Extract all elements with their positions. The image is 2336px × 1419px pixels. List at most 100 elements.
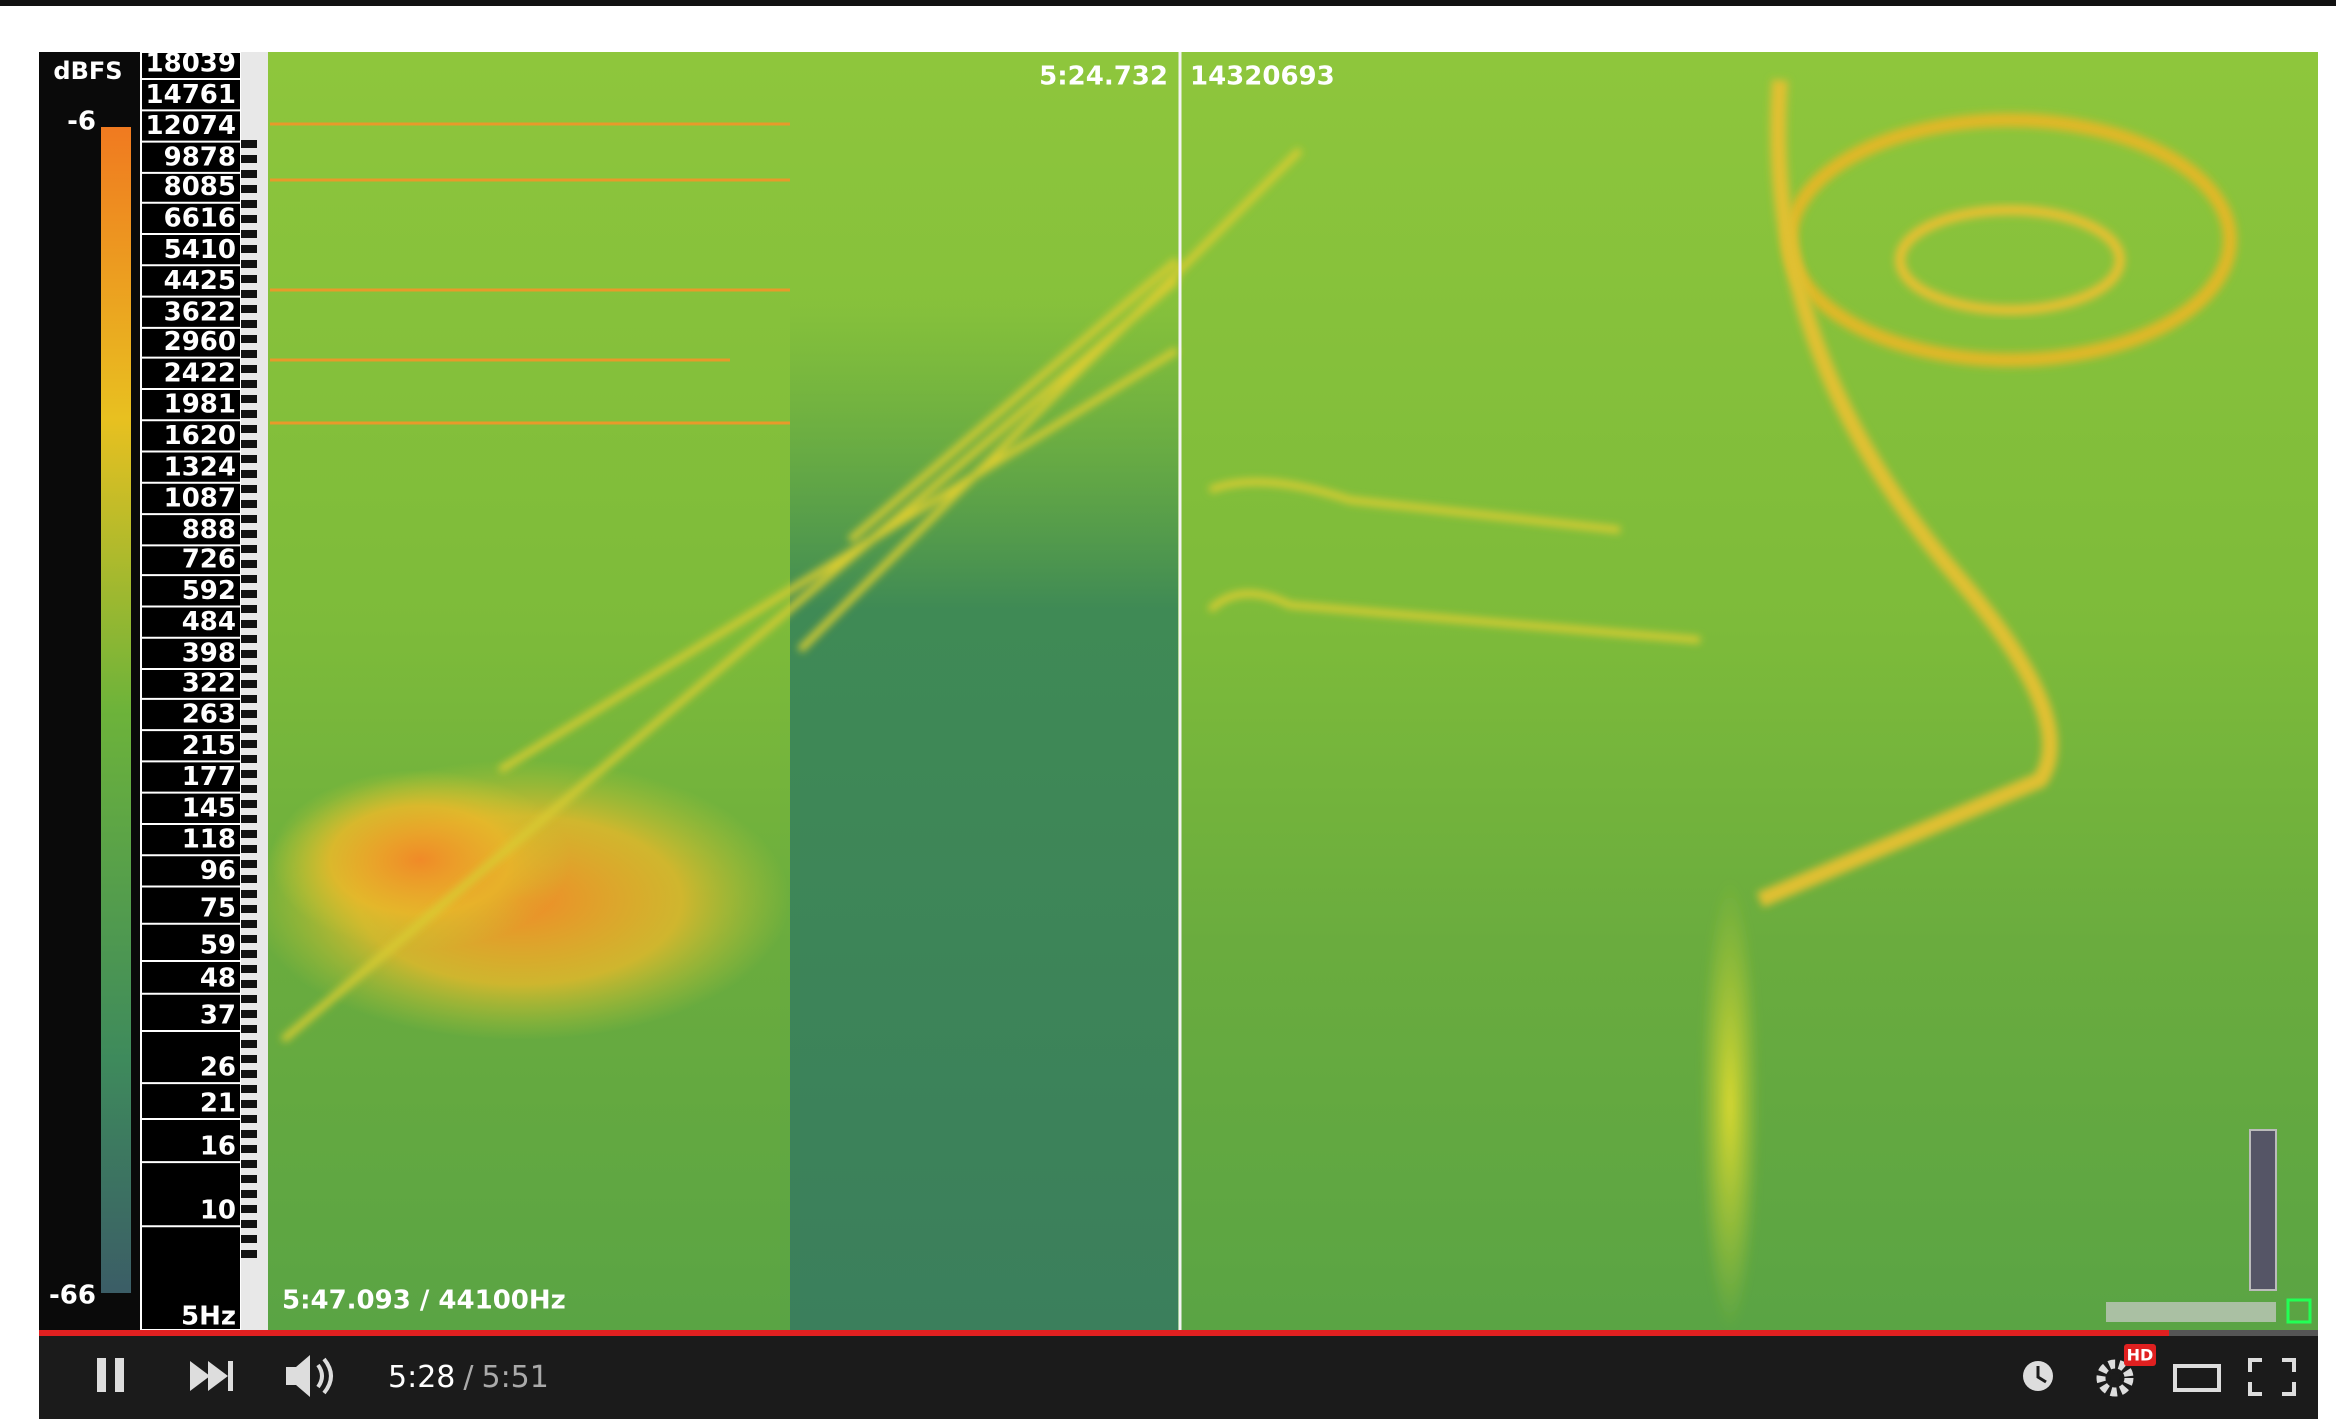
time-display: 5:28/5:51: [388, 1360, 549, 1395]
piano-key: [241, 155, 257, 163]
piano-key: [241, 380, 257, 388]
piano-key: [241, 1115, 257, 1123]
piano-key: [241, 545, 257, 553]
piano-key: [241, 1205, 257, 1213]
frequency-label: 592: [182, 576, 236, 606]
piano-key: [241, 305, 257, 313]
piano-key: [241, 770, 257, 778]
time-separator: /: [463, 1360, 474, 1395]
piano-key: [241, 230, 257, 238]
frequency-label: 6616: [164, 204, 236, 234]
piano-key: [241, 1025, 257, 1033]
piano-key: [241, 965, 257, 973]
spectrogram: [250, 52, 2318, 1330]
frequency-label: 14761: [146, 80, 236, 110]
piano-key: [241, 815, 257, 823]
frequency-label: 18039: [146, 49, 236, 79]
piano-key: [241, 680, 257, 688]
piano-key: [241, 260, 257, 268]
current-time: 5:28: [388, 1360, 455, 1395]
frequency-label: 5Hz: [181, 1301, 236, 1331]
piano-key: [241, 440, 257, 448]
piano-key: [241, 530, 257, 538]
frequency-label: 26: [200, 1053, 236, 1083]
piano-key: [241, 710, 257, 718]
frequency-label: 75: [200, 893, 236, 923]
frequency-label: 215: [182, 731, 236, 761]
frequency-label: 59: [200, 931, 236, 961]
piano-key: [241, 800, 257, 808]
frequency-label: 322: [182, 668, 236, 698]
piano-key: [241, 1100, 257, 1108]
piano-key: [241, 575, 257, 583]
piano-key: [241, 140, 257, 148]
piano-key: [241, 350, 257, 358]
piano-key: [241, 1235, 257, 1243]
sample-index: 14320693: [1190, 62, 1335, 92]
piano-key: [241, 785, 257, 793]
frequency-label: 1324: [164, 452, 236, 482]
frequency-label: 263: [182, 700, 236, 730]
piano-key: [241, 1175, 257, 1183]
piano-key: [241, 740, 257, 748]
frequency-label: 726: [182, 545, 236, 575]
total-time: 5:51: [481, 1360, 548, 1395]
hd-badge: HD: [2127, 1346, 2154, 1365]
cursor-time: 5:24.732: [1039, 62, 1168, 92]
frequency-label: 177: [182, 762, 236, 792]
frequency-label: 1981: [164, 390, 236, 420]
page: dBFS -6 -66 1803914761120749878808566165…: [0, 0, 2336, 1419]
frequency-label: 16: [200, 1132, 236, 1162]
piano-key: [241, 1070, 257, 1078]
frequency-label: 1620: [164, 421, 236, 451]
piano-key: [241, 755, 257, 763]
piano-key: [241, 1085, 257, 1093]
piano-key: [241, 665, 257, 673]
piano-key: [241, 860, 257, 868]
piano-key: [241, 485, 257, 493]
piano-key: [241, 920, 257, 928]
frequency-label: 10: [200, 1196, 236, 1226]
frequency-label: 118: [182, 825, 236, 855]
piano-key: [241, 560, 257, 568]
top-border: [0, 0, 2336, 6]
frequency-label: 888: [182, 515, 236, 545]
frequency-label: 9878: [164, 142, 236, 172]
piano-key: [241, 470, 257, 478]
frequency-label: 398: [182, 639, 236, 669]
piano-key: [241, 935, 257, 943]
frequency-label: 4425: [164, 266, 236, 296]
video-player: dBFS -6 -66 1803914761120749878808566165…: [0, 0, 2336, 1419]
piano-key: [241, 695, 257, 703]
piano-key: [241, 650, 257, 658]
piano-key: [241, 1220, 257, 1228]
piano-key: [241, 1160, 257, 1168]
dbfs-bottom: -66: [49, 1281, 96, 1311]
frequency-label: 12074: [146, 111, 236, 141]
duration-rate: 5:47.093 / 44100Hz: [282, 1286, 566, 1316]
piano-key: [241, 200, 257, 208]
piano-key: [241, 1145, 257, 1153]
piano-key: [241, 320, 257, 328]
piano-key: [241, 995, 257, 1003]
piano-key: [241, 1010, 257, 1018]
piano-key: [241, 620, 257, 628]
piano-key: [241, 980, 257, 988]
piano-key: [241, 845, 257, 853]
frequency-label: 484: [182, 607, 236, 637]
control-bar: [39, 1330, 2318, 1419]
piano-key: [241, 1130, 257, 1138]
piano-key: [241, 335, 257, 343]
piano-key: [241, 410, 257, 418]
piano-key: [241, 875, 257, 883]
piano-key: [241, 1190, 257, 1198]
piano-keys: [241, 52, 268, 1330]
watch-later-button[interactable]: [2023, 1361, 2053, 1391]
piano-key: [241, 590, 257, 598]
piano-key: [241, 395, 257, 403]
piano-key: [241, 365, 257, 373]
frequency-label: 48: [200, 963, 236, 993]
piano-key: [241, 425, 257, 433]
frequency-label: 3622: [164, 297, 236, 327]
frequency-label: 2422: [164, 358, 236, 388]
